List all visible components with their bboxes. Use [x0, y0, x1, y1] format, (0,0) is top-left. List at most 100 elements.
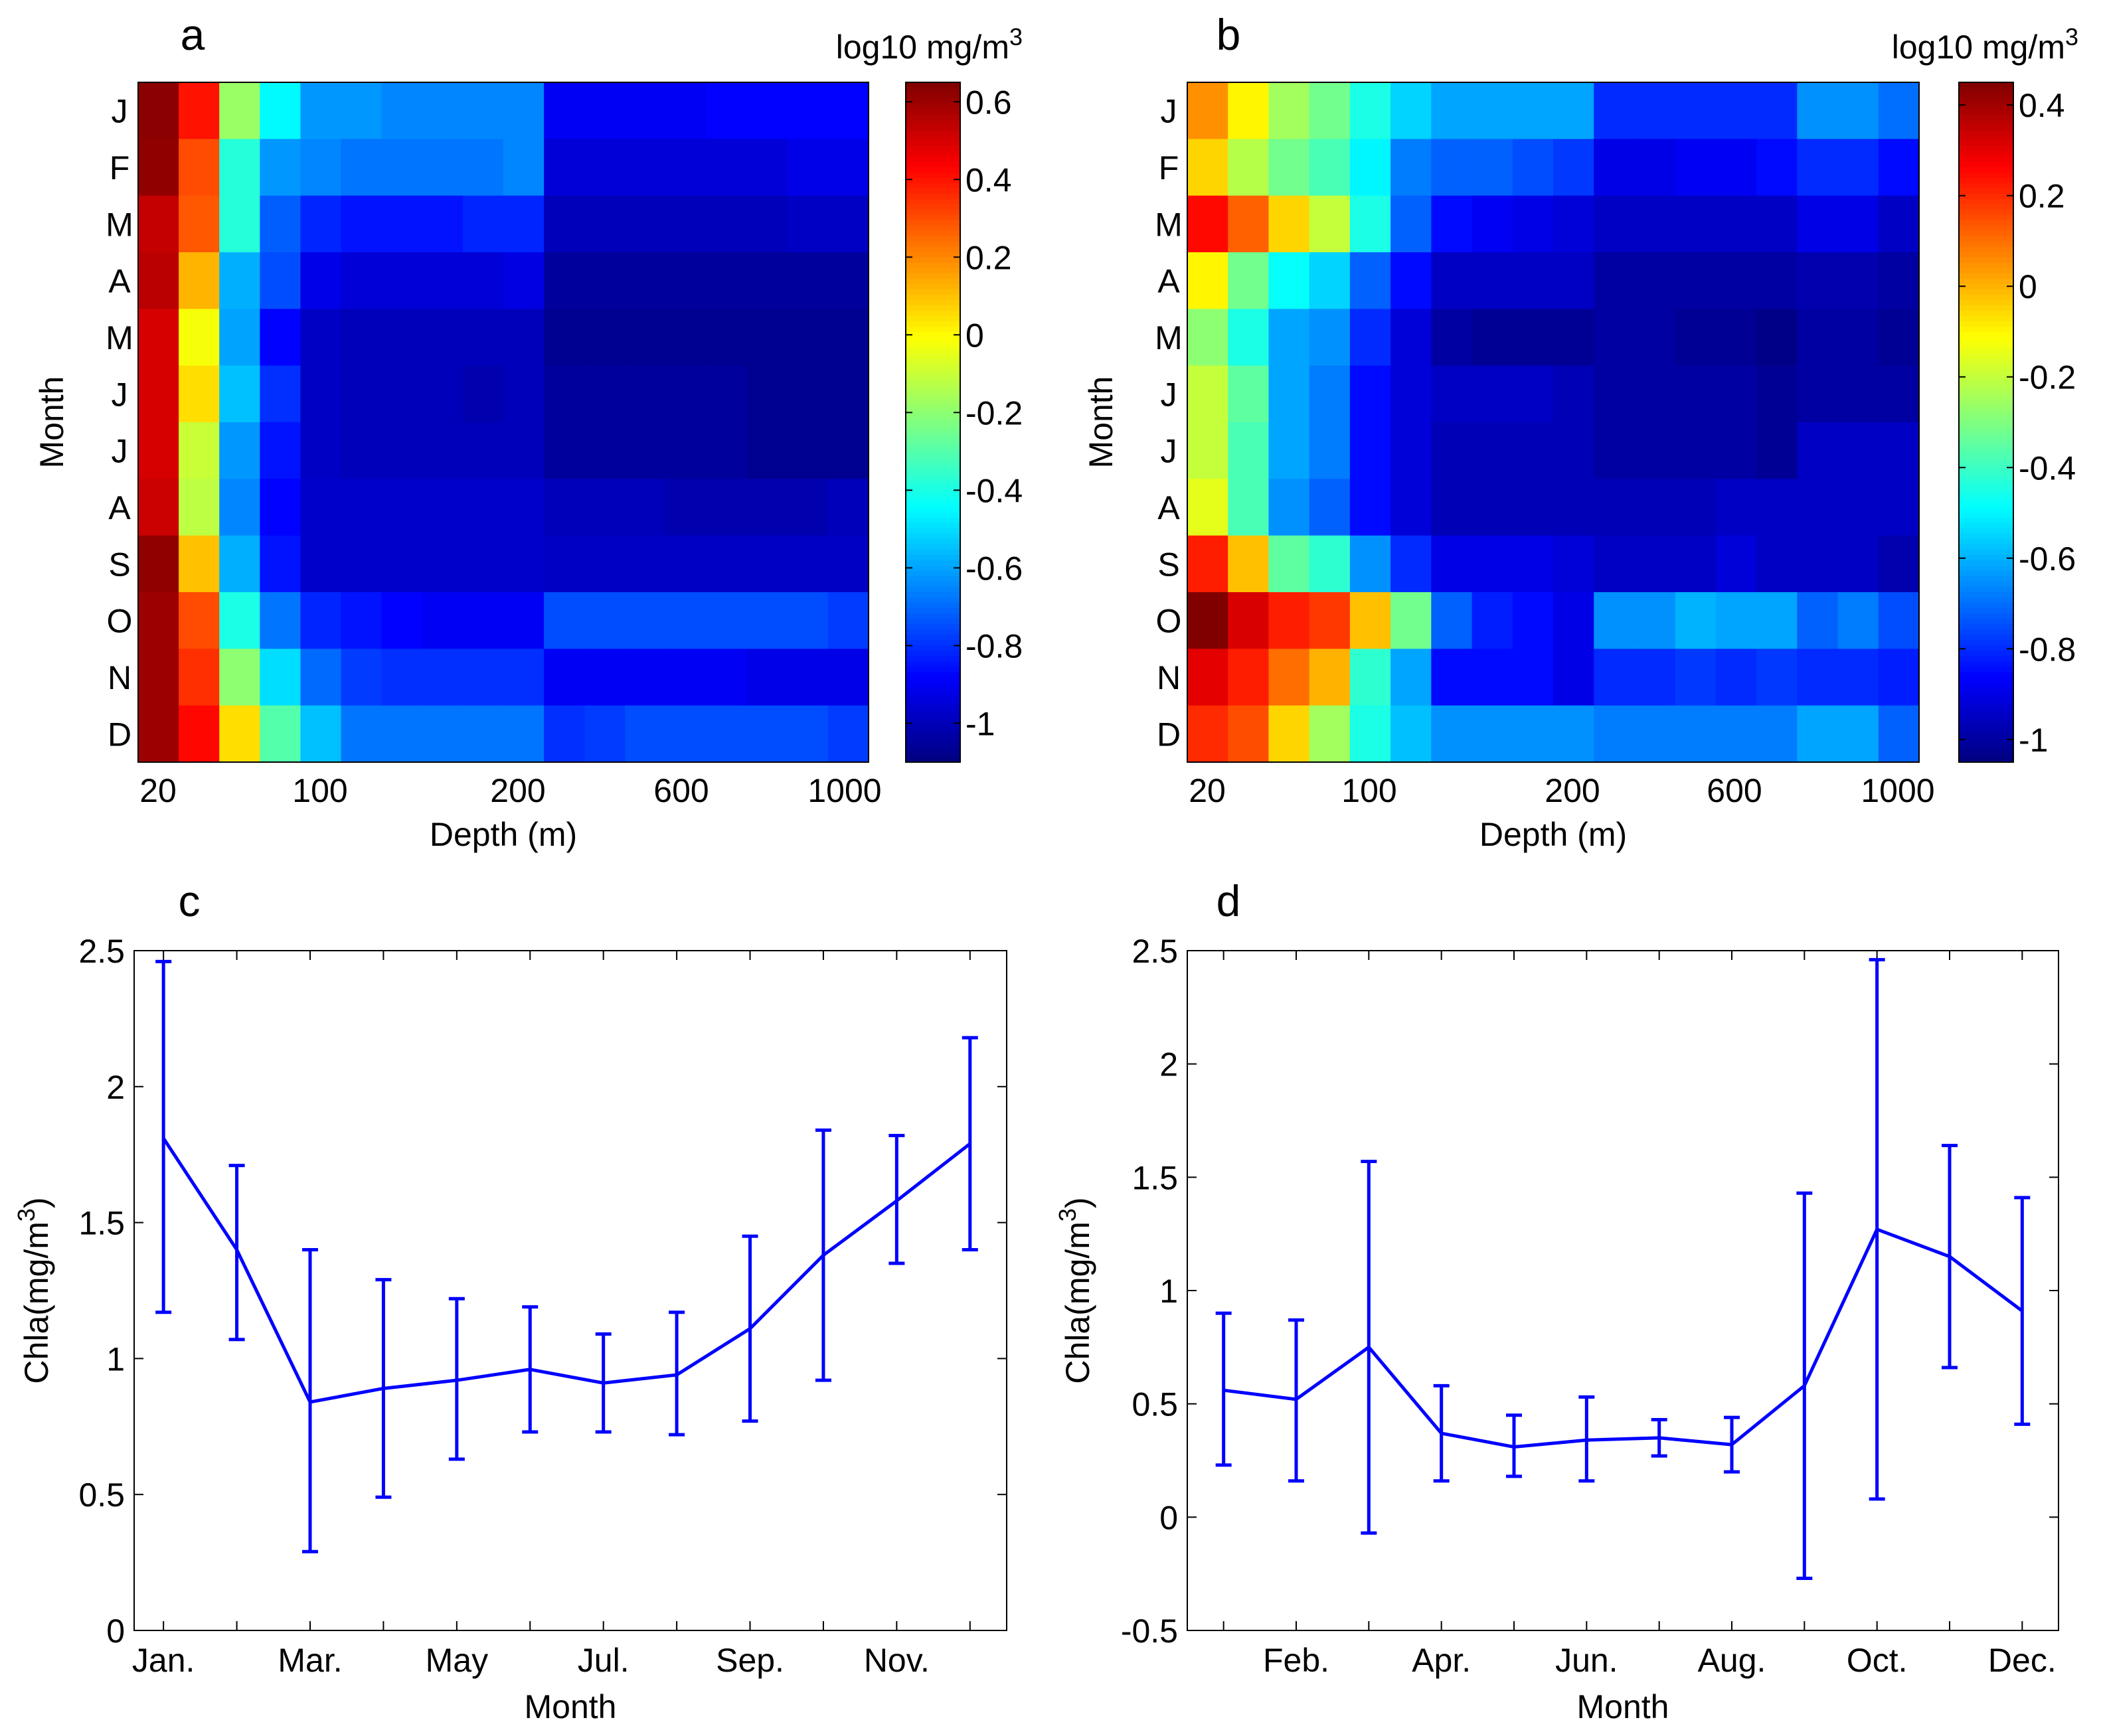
heatmap-cell [827, 705, 869, 763]
heatmap-cell [584, 422, 626, 479]
colorbar-step [1959, 693, 2013, 699]
heatmap-cell [1715, 252, 1757, 309]
heatmap-cell [219, 479, 260, 536]
heatmap-cell [1797, 365, 1839, 423]
heatmap-cell [1675, 195, 1717, 253]
heatmap-cell [1349, 535, 1391, 593]
colorbar-step [906, 417, 960, 423]
colorbar-step [1959, 327, 2013, 333]
colorbar-step [906, 507, 960, 513]
heatmap-cell [1675, 592, 1717, 649]
month-tick-label: D [1157, 716, 1181, 753]
heatmap-cell [1512, 309, 1554, 366]
month-tick-label: J [1161, 376, 1177, 413]
colorbar-step [1959, 550, 2013, 556]
plot-frame [1187, 82, 1920, 763]
colorbar-step [906, 698, 960, 704]
heatmap-cell [1837, 535, 1879, 593]
colorbar-step [1959, 141, 2013, 147]
colorbar-step [1959, 422, 2013, 428]
heatmap-cell [1309, 422, 1351, 479]
colorbar-step [906, 135, 960, 141]
colorbar-step [1959, 119, 2013, 125]
colorbar-step [906, 396, 960, 402]
heatmap-cell [341, 309, 382, 366]
heatmap-cell [787, 705, 829, 763]
heatmap-cell [1715, 649, 1757, 706]
colorbar-step [906, 757, 960, 763]
colorbar-step [1959, 337, 2013, 343]
colorbar-step [906, 603, 960, 609]
heatmap-cell [503, 479, 545, 536]
colorbar-step [1959, 247, 2013, 253]
colorbar-step [1959, 321, 2013, 327]
heatmap-cell [1756, 649, 1798, 706]
heatmap-cell [625, 535, 667, 593]
colorbar-step [906, 704, 960, 710]
colorbar-step [1959, 528, 2013, 534]
colorbar-step [1959, 236, 2013, 242]
heatmap-cell [219, 649, 260, 706]
heatmap-cell [1471, 479, 1513, 536]
colorbar-step [1959, 576, 2013, 582]
heatmap-cell [138, 535, 179, 593]
heatmap-cell [1675, 649, 1717, 706]
y-tick-label: -0.5 [1121, 1613, 1178, 1650]
colorbar-step [1959, 597, 2013, 603]
colorbar-step [906, 93, 960, 99]
heatmap-cell [1471, 195, 1513, 253]
heatmap-cell [260, 422, 301, 479]
colorbar-step [906, 491, 960, 497]
colorbar-step [1959, 459, 2013, 465]
heatmap-cell [260, 649, 301, 706]
colorbar-step [1959, 741, 2013, 747]
heatmap-cell [422, 479, 463, 536]
colorbar-step [906, 151, 960, 157]
colorbar-step [906, 252, 960, 258]
colorbar-label: log10 mg/m3 [1892, 23, 2078, 66]
heatmap-cell [1268, 82, 1310, 139]
month-tick-label: A [108, 263, 131, 300]
colorbar-step [906, 688, 960, 694]
colorbar-step [906, 289, 960, 295]
heatmap-cell [625, 82, 667, 139]
heatmap-cell [381, 365, 423, 423]
colorbar-step [906, 183, 960, 189]
heatmap-cell [1309, 252, 1351, 309]
colorbar-step [906, 518, 960, 524]
heatmap-cell [1878, 592, 1920, 649]
colorbar-step [1959, 491, 2013, 497]
heatmap-cell [381, 195, 423, 253]
y-tick-label: 1 [106, 1340, 125, 1378]
month-tick-label: M [1155, 319, 1183, 356]
colorbar-step [1959, 316, 2013, 322]
heatmap-cell [341, 535, 382, 593]
heatmap-cell [381, 649, 423, 706]
heatmap-cell [381, 422, 423, 479]
heatmap-cell [260, 592, 301, 649]
heatmap-cell [1837, 195, 1879, 253]
heatmap-cell [179, 252, 220, 309]
colorbar-step [1959, 82, 2013, 88]
heatmap-cell [1553, 82, 1594, 139]
heatmap-cell [219, 252, 260, 309]
heatmap-cell [1634, 535, 1676, 593]
heatmap-cell [1797, 252, 1839, 309]
heatmap-cell [1309, 649, 1351, 706]
heatmap-cell [260, 535, 301, 593]
colorbar-step [1959, 539, 2013, 545]
colorbar-step [1959, 635, 2013, 641]
heatmap-cell [1756, 139, 1798, 197]
heatmap-cell [787, 535, 829, 593]
colorbar-step [1959, 98, 2013, 104]
heatmap-cell [1756, 82, 1798, 139]
heatmap-cell [584, 195, 626, 253]
depth-tick-label: 1000 [807, 772, 881, 809]
heatmap-cell [1634, 139, 1676, 197]
colorbar-step [906, 486, 960, 492]
colorbar-tick-label: -0.6 [2019, 540, 2076, 578]
heatmap-cell [1349, 82, 1391, 139]
heatmap-cell [1471, 139, 1513, 197]
heatmap-cell [1594, 422, 1636, 479]
heatmap-cell [1837, 139, 1879, 197]
